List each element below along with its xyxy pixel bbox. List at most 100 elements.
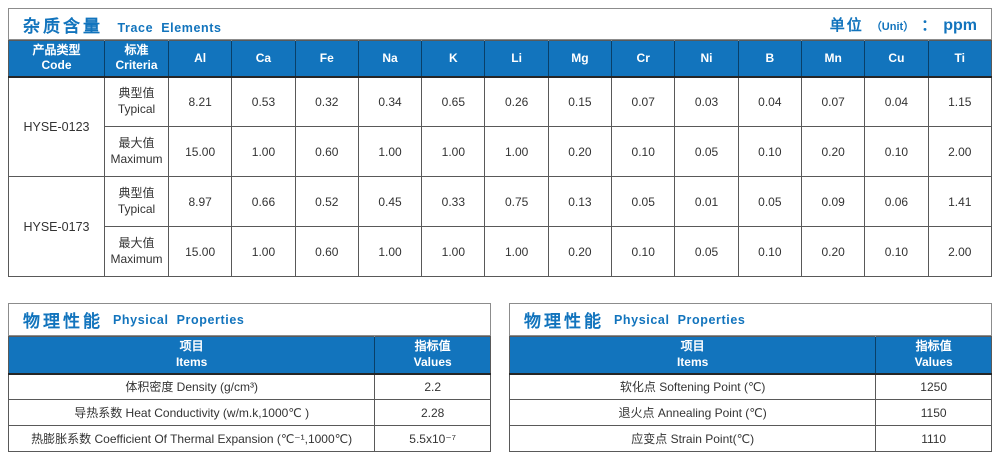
value-cell: 0.10 [611,226,676,277]
col-header-items: 项目 Items [8,336,375,375]
value-cell: 0.10 [737,226,802,277]
value-cell: 0.20 [547,126,613,177]
physical-left-title-en: Physical Properties [113,312,245,327]
value-cell: 1.41 [927,176,993,227]
value-cell: 0.75 [484,176,549,227]
value-cell: 0.45 [357,176,423,227]
col-header-values-en: Values [413,354,452,369]
unit-label-zh: 单位 [829,16,864,34]
value-cell: 0.03 [674,76,739,127]
col-header-code: 产品类型 Code [8,40,105,78]
physical-right-table: 项目 Items 指标值 Values 软化点 Softening Point … [508,336,992,452]
value-cell: 0.53 [231,76,296,127]
physical-properties-left-section: 物理性能 Physical Properties 项目 Items 指标值 Va… [7,303,491,452]
value-cell: 0.10 [737,126,802,177]
col-header-element-fe: Fe [294,40,359,78]
unit-value: ppm [943,16,977,34]
table-row: 最大值 Maximum 15.00 1.00 0.60 1.00 1.00 1.… [9,126,993,177]
criteria-maximum-zh: 最大值 [118,235,155,250]
table-row: 体积密度 Density (g/cm³) 2.2 [7,373,491,400]
table-row: HYSE-0173 典型值 Typical 8.97 0.66 0.52 0.4… [8,176,993,277]
physical-left-table: 项目 Items 指标值 Values 体积密度 Density (g/cm³)… [7,336,491,452]
trace-title-zh: 杂质含量 [23,16,103,36]
col-header-values: 指标值 Values [374,336,491,375]
criteria-maximum-cell: 最大值 Maximum [104,126,169,177]
property-value-cell: 2.28 [374,399,491,426]
value-cell: 0.20 [547,226,613,277]
criteria-typical-cell: 典型值 Typical [104,76,169,127]
col-header-items-zh: 项目 [680,339,705,354]
value-cell: 8.21 [167,76,233,127]
value-cell: 0.09 [800,176,866,227]
trace-title: 杂质含量 Trace Elements [23,12,222,37]
unit-colon: ： [921,16,937,34]
table-row: 软化点 Softening Point (℃) 1250 [508,373,992,400]
value-cell: 1.00 [421,226,486,277]
trace-elements-table: 产品类型 Code 标准 Criteria Al Ca Fe Na K Li M… [8,40,993,277]
property-value-cell: 1150 [875,399,992,426]
value-cell: 0.34 [357,76,423,127]
value-cell: 0.26 [484,76,549,127]
col-header-element-mg: Mg [547,40,612,78]
criteria-maximum-en: Maximum [110,251,163,266]
value-cell: 1.00 [357,126,423,177]
criteria-typical-zh: 典型值 [118,86,155,101]
value-cell: 0.20 [800,226,866,277]
property-item-cell: 导热系数 Heat Conductivity (w/m.k,1000℃ ) [7,399,376,426]
value-cell: 1.00 [484,126,549,177]
col-header-element-cr: Cr [611,40,675,78]
col-header-element-cu: Cu [864,40,929,78]
property-value-cell: 5.5x10⁻⁷ [374,425,491,452]
criteria-maximum-cell: 最大值 Maximum [104,226,169,277]
property-value-cell: 2.2 [374,373,491,400]
value-cell: 0.32 [294,76,359,127]
value-cell: 1.00 [421,126,486,177]
value-cell: 15.00 [167,226,233,277]
value-cell: 1.00 [231,226,296,277]
product-code-cell: HYSE-0123 [8,76,105,177]
col-header-element-ca: Ca [231,40,296,78]
physical-properties-right-section: 物理性能 Physical Properties 项目 Items 指标值 Va… [508,303,992,452]
col-header-items: 项目 Items [509,336,876,375]
property-item-cell: 热膨胀系数 Coefficient Of Thermal Expansion (… [7,425,376,452]
col-header-element-ni: Ni [674,40,739,78]
physical-properties-row: 物理性能 Physical Properties 项目 Items 指标值 Va… [7,303,992,452]
table-row: 热膨胀系数 Coefficient Of Thermal Expansion (… [7,425,491,452]
unit-label-en: （Unit） [870,20,915,33]
table-row: 导热系数 Heat Conductivity (w/m.k,1000℃ ) 2.… [7,399,491,426]
physical-right-header-row: 项目 Items 指标值 Values [509,336,992,375]
col-header-values-zh: 指标值 [414,339,451,354]
unit-label: 单位 （Unit） ： ppm [830,14,977,35]
value-cell: 0.04 [864,76,929,127]
value-cell: 0.60 [294,126,359,177]
property-item-cell: 软化点 Softening Point (℃) [508,373,877,400]
value-cell: 15.00 [167,126,233,177]
physical-right-title-bar: 物理性能 Physical Properties [509,303,992,336]
table-row: 退火点 Annealing Point (℃) 1150 [508,399,992,426]
col-header-criteria-zh: 标准 [124,42,149,57]
col-header-values-zh: 指标值 [915,339,952,354]
col-header-values-en: Values [914,354,953,369]
property-item-cell: 体积密度 Density (g/cm³) [7,373,376,400]
physical-right-title-en: Physical Properties [614,312,746,327]
criteria-typical-en: Typical [117,201,156,216]
value-cell: 1.15 [927,76,993,127]
col-header-element-mn: Mn [800,40,865,78]
criteria-maximum-zh: 最大值 [118,135,155,150]
trace-elements-section: 杂质含量 Trace Elements 单位 （Unit） ： ppm 产品类型… [8,8,993,277]
value-cell: 0.10 [611,126,676,177]
criteria-maximum-en: Maximum [110,151,163,166]
value-cell: 0.05 [611,176,676,227]
col-header-code-en: Code [41,58,72,73]
trace-title-bar: 杂质含量 Trace Elements 单位 （Unit） ： ppm [8,8,992,40]
col-header-element-k: K [421,40,485,78]
table-row: 最大值 Maximum 15.00 1.00 0.60 1.00 1.00 1.… [9,226,993,277]
value-cell: 2.00 [927,226,993,277]
col-header-items-en: Items [676,354,709,369]
physical-right-title-zh: 物理性能 [524,312,604,331]
col-header-values: 指标值 Values [875,336,992,375]
value-cell: 0.13 [547,176,613,227]
col-header-element-b: B [737,40,802,78]
col-header-element-li: Li [484,40,549,78]
